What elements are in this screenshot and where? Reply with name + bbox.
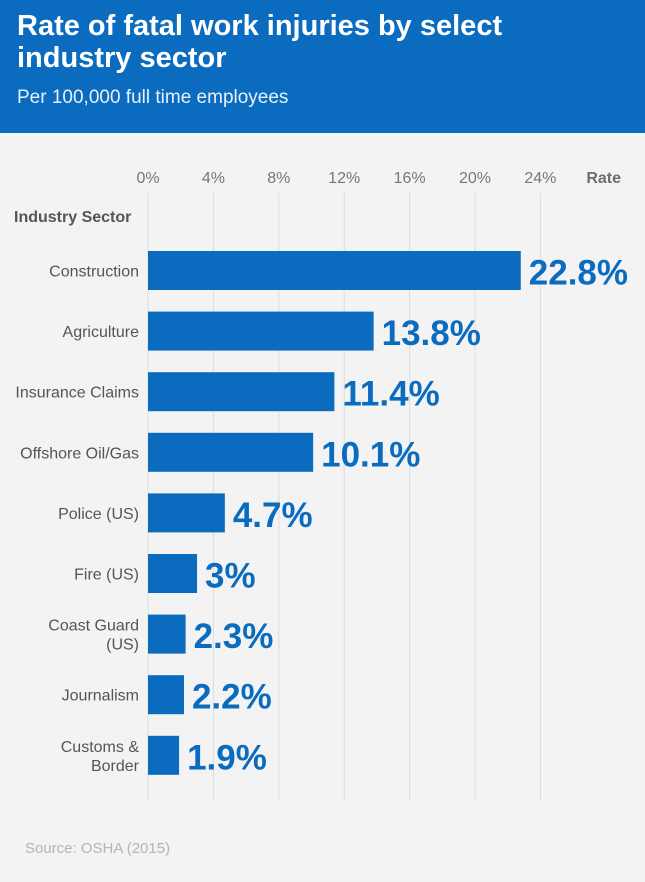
category-label: Construction: [49, 264, 139, 281]
value-label: 11.4%: [342, 375, 439, 414]
value-label: 1.9%: [187, 738, 267, 777]
value-label: 13.8%: [382, 314, 481, 353]
x-tick-label: 8%: [267, 170, 290, 187]
category-label: Agriculture: [63, 324, 140, 341]
category-label: Coast Guard: [48, 618, 139, 635]
category-label: (US): [106, 637, 139, 654]
bar: [148, 735, 180, 775]
category-label: Offshore Oil/Gas: [20, 445, 139, 462]
bar: [148, 432, 314, 472]
chart-subtitle: Per 100,000 full time employees: [17, 87, 289, 108]
value-label: 3%: [205, 557, 256, 596]
bar-chart: 0% 4% 8% 12% 16% 20% 24% Rate Industry Sector Con…: [14, 170, 628, 800]
chart-title: Rate of fatal work injuries by select in…: [17, 10, 503, 74]
bar: [148, 372, 335, 412]
value-label: 10.1%: [321, 435, 420, 474]
chart-header: Rate of fatal work injuries by select in…: [0, 0, 645, 133]
x-tick-label: 16%: [394, 170, 426, 187]
x-tick-label: 24%: [524, 170, 556, 187]
bar: [148, 251, 521, 290]
value-label: 22.8%: [529, 254, 628, 293]
value-label: 4.7%: [233, 496, 313, 535]
x-tick-label: 0%: [136, 170, 159, 187]
bar: [148, 554, 198, 593]
category-label: Border: [91, 758, 140, 775]
bar: [148, 675, 184, 715]
y-axis-title: Industry Sector: [14, 209, 131, 226]
bar: [148, 311, 374, 351]
category-label: Journalism: [62, 688, 139, 705]
x-axis-title: Rate: [586, 170, 621, 187]
x-tick-label: 12%: [328, 170, 360, 187]
category-label: Insurance Claims: [15, 385, 139, 402]
source-note: Source: OSHA (2015): [25, 840, 171, 857]
x-tick-label: 20%: [459, 170, 491, 187]
bar: [148, 493, 225, 533]
value-label: 2.2%: [192, 678, 272, 717]
bar: [148, 614, 186, 654]
x-tick-label: 4%: [202, 170, 225, 187]
category-label: Police (US): [58, 506, 139, 523]
value-label: 2.3%: [194, 617, 274, 656]
category-label: Customs &: [61, 739, 140, 756]
category-label: Fire (US): [74, 567, 139, 584]
